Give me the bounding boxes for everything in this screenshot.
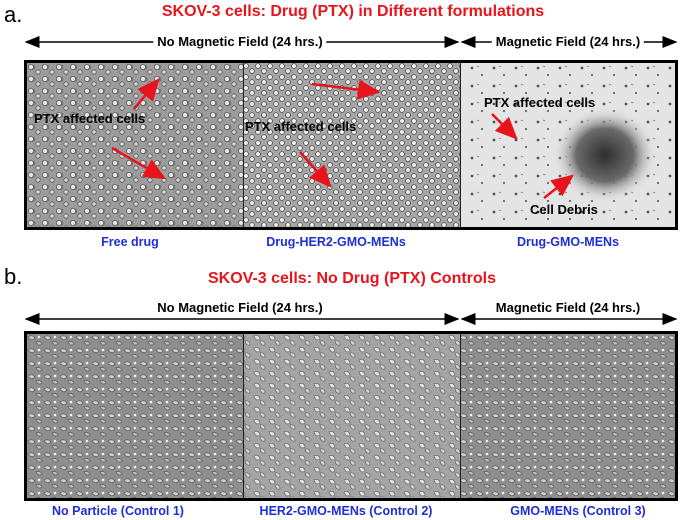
panel-a-no-field-label: No Magnetic Field (24 hrs.) <box>153 35 327 48</box>
red-arrow-2 <box>111 146 167 180</box>
annotation-ptx-affected-3: PTX affected cells <box>484 95 596 110</box>
caption-her2-gmo-mens: HER2-GMO-MENs (Control 2) <box>259 504 433 518</box>
cell-debris-cluster <box>553 107 657 203</box>
panel-b-micrographs <box>27 334 675 498</box>
annotation-ptx-affected-2: PTX affected cells <box>245 119 357 134</box>
caption-gmo-mens: GMO-MENs (Control 3) <box>510 504 646 518</box>
panel-b-letter: b. <box>4 264 23 289</box>
micrograph-no-particle <box>27 334 243 498</box>
panel-b-field-label: Magnetic Field (24 hrs.) <box>491 301 645 314</box>
panel-a-letter: a. <box>4 2 23 27</box>
panel-b-title: SKOV-3 cells: No Drug (PTX) Controls <box>207 270 497 287</box>
caption-no-particle: No Particle (Control 1) <box>52 504 184 518</box>
annotation-ptx-affected-1: PTX affected cells <box>34 111 146 126</box>
panel-b-field-arrows <box>24 313 678 325</box>
red-arrow-3 <box>311 79 381 100</box>
micrograph-drug-her2-gmo-mens <box>244 63 460 227</box>
micrograph-her2-gmo-mens <box>244 334 460 498</box>
panel-a-red-arrows <box>111 78 574 199</box>
panel-a-field-label: Magnetic Field (24 hrs.) <box>491 35 645 48</box>
red-arrow-5 <box>491 113 518 140</box>
red-arrow-1 <box>133 78 160 110</box>
caption-drug-her2-gmo-mens: Drug-HER2-GMO-MENs <box>266 235 406 249</box>
red-arrow-6 <box>543 174 574 199</box>
micrograph-gmo-mens <box>461 334 675 498</box>
annotation-cell-debris: Cell Debris <box>530 202 598 217</box>
panel-b-image-frame <box>24 331 678 501</box>
caption-drug-gmo-mens: Drug-GMO-MENs <box>516 235 620 249</box>
panel-a-title: SKOV-3 cells: Drug (PTX) in Different fo… <box>161 3 545 20</box>
caption-free-drug: Free drug <box>101 235 159 249</box>
panel-b-no-field-label: No Magnetic Field (24 hrs.) <box>153 301 327 314</box>
panel-a-micrographs <box>27 63 675 227</box>
micrograph-free-drug <box>27 63 243 227</box>
red-arrow-4 <box>299 151 332 188</box>
